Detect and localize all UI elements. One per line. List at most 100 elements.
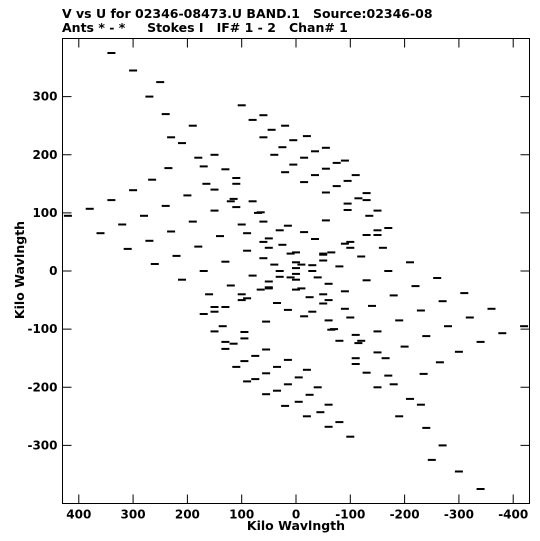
y-tick-label: -200 bbox=[27, 380, 57, 394]
uv-point bbox=[316, 411, 325, 414]
uv-point bbox=[373, 209, 382, 212]
uv-point bbox=[202, 182, 211, 185]
uv-point bbox=[107, 199, 116, 202]
uv-point bbox=[308, 264, 317, 267]
uv-point bbox=[221, 260, 230, 263]
uv-point bbox=[237, 223, 246, 226]
uv-point bbox=[373, 386, 382, 389]
uv-point bbox=[167, 136, 176, 139]
uv-point bbox=[454, 470, 463, 473]
data-points bbox=[63, 52, 529, 490]
uv-point bbox=[465, 316, 474, 319]
x-tick-label: -200 bbox=[390, 508, 420, 522]
uv-point bbox=[346, 435, 355, 438]
uv-point bbox=[275, 275, 284, 278]
uv-point bbox=[332, 161, 341, 164]
uv-point bbox=[319, 252, 328, 255]
uv-point bbox=[237, 104, 246, 107]
uv-point bbox=[351, 363, 360, 365]
uv-point bbox=[229, 197, 238, 200]
uv-point bbox=[362, 234, 371, 236]
uv-point bbox=[460, 292, 469, 295]
uv-point bbox=[63, 214, 72, 217]
uv-point bbox=[283, 224, 292, 227]
uv-point bbox=[256, 288, 265, 291]
uv-point bbox=[444, 325, 452, 328]
uv-point bbox=[324, 282, 333, 285]
uv-point bbox=[520, 325, 529, 328]
uv-point bbox=[216, 235, 224, 238]
uv-point bbox=[292, 288, 300, 291]
uv-point bbox=[422, 335, 431, 338]
uv-point bbox=[332, 185, 341, 188]
uv-point bbox=[243, 232, 252, 235]
uv-point bbox=[346, 246, 355, 249]
uv-point bbox=[319, 293, 328, 296]
axis-ticks: 400 300 200 100 0 -100 -200 -300 -400 300 200 100 0 -… bbox=[27, 38, 530, 522]
uv-point bbox=[270, 153, 279, 156]
uv-point bbox=[373, 351, 382, 354]
uv-point bbox=[319, 253, 328, 256]
x-tick-label: -400 bbox=[498, 508, 528, 522]
uv-point bbox=[300, 315, 309, 318]
uv-point bbox=[343, 209, 352, 211]
uv-point bbox=[243, 249, 252, 252]
uv-point bbox=[283, 383, 292, 386]
uv-point bbox=[194, 156, 203, 159]
uv-point bbox=[362, 279, 371, 282]
uv-point bbox=[240, 331, 249, 333]
uv-point bbox=[161, 204, 170, 207]
uv-point bbox=[221, 340, 230, 343]
uv-point bbox=[251, 378, 260, 381]
uv-point bbox=[259, 240, 268, 243]
uv-point bbox=[199, 270, 208, 272]
uv-point bbox=[237, 293, 246, 296]
uv-point bbox=[416, 309, 425, 312]
uv-point bbox=[340, 159, 349, 162]
uv-point bbox=[308, 310, 317, 313]
uv-point bbox=[237, 299, 246, 302]
uv-point bbox=[232, 177, 241, 179]
uv-point bbox=[283, 358, 292, 361]
uv-point bbox=[248, 274, 257, 277]
uv-point bbox=[300, 231, 309, 234]
uv-point bbox=[210, 330, 219, 333]
uv-point bbox=[259, 220, 268, 223]
uv-point bbox=[278, 146, 287, 149]
uv-point bbox=[275, 229, 284, 232]
uv-point bbox=[226, 200, 235, 203]
uv-point bbox=[259, 114, 268, 117]
x-tick-label: 400 bbox=[66, 508, 91, 522]
uv-point bbox=[311, 174, 319, 177]
uv-point bbox=[395, 319, 404, 322]
uv-point bbox=[321, 219, 330, 222]
uv-point bbox=[243, 297, 252, 300]
uv-point bbox=[140, 214, 148, 217]
uv-point bbox=[340, 242, 349, 245]
uv-point bbox=[264, 237, 273, 240]
uv-point bbox=[362, 192, 371, 195]
uv-point bbox=[178, 278, 186, 281]
uv-point bbox=[411, 285, 420, 288]
uv-point bbox=[321, 146, 330, 149]
uv-point bbox=[254, 211, 262, 214]
uv-point bbox=[164, 167, 173, 170]
uv-point bbox=[118, 223, 127, 226]
uv-point bbox=[343, 202, 352, 205]
uv-point bbox=[302, 135, 311, 138]
uv-point bbox=[476, 340, 485, 343]
uv-point bbox=[324, 403, 333, 406]
plot-frame bbox=[62, 38, 530, 504]
uv-point bbox=[373, 234, 382, 236]
uv-point bbox=[210, 310, 219, 313]
uv-point bbox=[259, 136, 268, 139]
uv-point bbox=[354, 197, 363, 200]
uv-point bbox=[294, 400, 303, 403]
uv-point bbox=[129, 69, 138, 72]
uv-point bbox=[273, 389, 281, 392]
uv-point bbox=[264, 287, 273, 290]
uv-point bbox=[427, 458, 436, 461]
uv-point bbox=[281, 404, 290, 407]
uv-point bbox=[240, 360, 249, 363]
y-axis-label: Kilo Wavlngth bbox=[12, 221, 27, 319]
